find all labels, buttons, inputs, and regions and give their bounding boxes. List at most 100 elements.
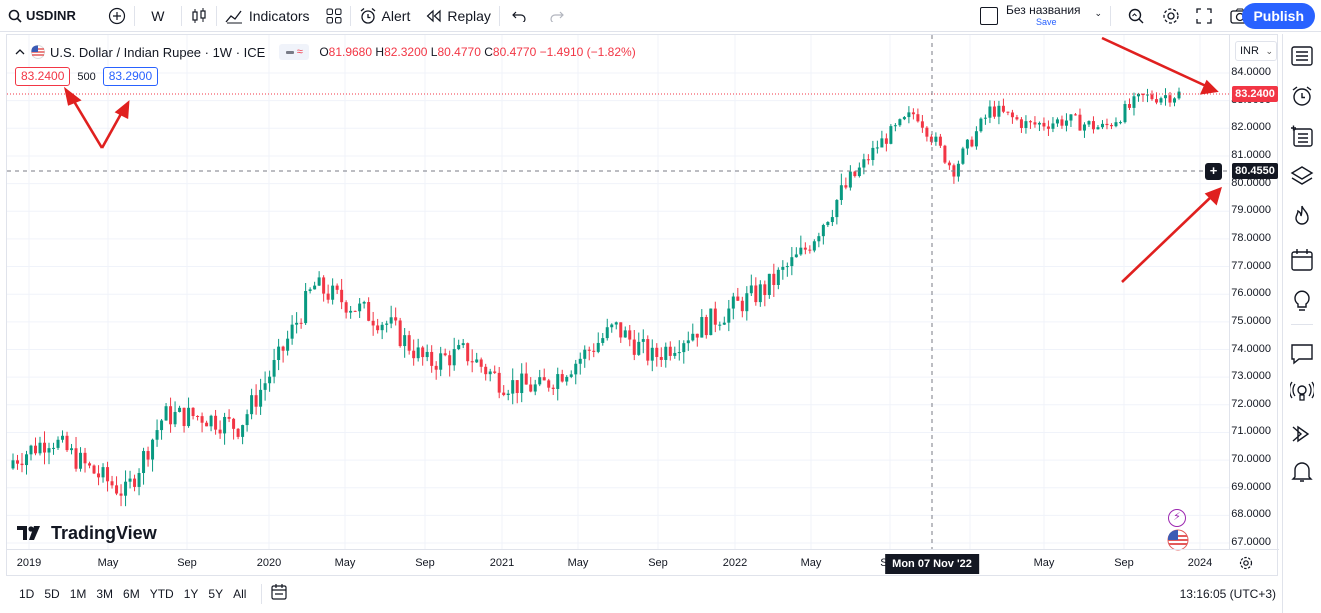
candle-body xyxy=(470,361,474,363)
candle-body xyxy=(506,393,510,396)
templates-button[interactable] xyxy=(318,0,350,32)
data-window-icon[interactable] xyxy=(1290,124,1314,148)
fullscreen-button[interactable] xyxy=(1188,0,1220,32)
timeframe-button-1y[interactable]: 1Y xyxy=(183,587,199,601)
price-tick-label: 81.0000 xyxy=(1231,148,1271,161)
candle-body xyxy=(1015,117,1019,120)
layers-icon[interactable] xyxy=(1290,164,1314,188)
replay-button[interactable]: Replay xyxy=(418,0,499,32)
alert-button[interactable]: Alert xyxy=(351,0,419,32)
candle-body xyxy=(749,285,753,294)
candle-body xyxy=(1042,122,1046,127)
candle-body xyxy=(353,310,357,312)
time-axis[interactable]: 2024 Sep May Sep May 2022 Sep May 2021 Sep May 2020… xyxy=(7,549,1279,577)
watchlist-icon[interactable] xyxy=(1290,44,1314,68)
candle-body xyxy=(286,338,290,351)
legend-visibility-toggle[interactable]: ≈ xyxy=(279,44,310,60)
undo-button[interactable] xyxy=(500,0,538,32)
divider xyxy=(261,584,263,604)
time-tick-label: Sep xyxy=(177,557,197,569)
alarm-clock-icon[interactable] xyxy=(1290,84,1314,108)
candle-body xyxy=(767,273,771,296)
events-lightning-icon[interactable]: ⚡︎ xyxy=(1168,509,1186,527)
flame-icon[interactable] xyxy=(1290,204,1314,228)
timeframe-button-6m[interactable]: 6M xyxy=(123,587,140,601)
candle-body xyxy=(916,114,920,122)
time-tick-label: May xyxy=(97,557,119,569)
replay-label: Replay xyxy=(447,7,491,24)
interval-button[interactable]: W xyxy=(151,7,165,24)
price-tick-label: 72.0000 xyxy=(1231,397,1271,410)
chart-pane[interactable]: U.S. Dollar / Indian Rupee · 1W · ICE ≈ … xyxy=(6,34,1279,577)
candle-body xyxy=(961,148,965,164)
timeframe-button-ytd[interactable]: YTD xyxy=(149,587,174,601)
candle-body xyxy=(529,384,533,392)
candle-body xyxy=(191,407,195,417)
settings-button[interactable] xyxy=(1154,0,1188,32)
candle-body xyxy=(106,467,110,482)
add-alert-plus-icon[interactable]: + xyxy=(1205,163,1222,181)
candle-body xyxy=(920,121,924,128)
layout-checkbox[interactable] xyxy=(972,0,1006,32)
timeframe-button-5d[interactable]: 5D xyxy=(44,587,60,601)
us-flag-icon[interactable] xyxy=(1167,529,1189,551)
candle-body xyxy=(700,317,704,338)
symbol-label: USDINR xyxy=(26,8,76,23)
redo-button[interactable] xyxy=(538,0,576,32)
notifications-bell-icon[interactable] xyxy=(1290,460,1314,484)
symbol-search[interactable]: USDINR xyxy=(0,0,84,32)
axis-settings-button[interactable] xyxy=(1239,556,1255,572)
candle-body xyxy=(1055,119,1059,124)
price-tick-label: 74.0000 xyxy=(1231,342,1271,355)
timeframe-button-all[interactable]: All xyxy=(233,587,247,601)
candle-body xyxy=(182,407,186,427)
clock-timezone[interactable]: 13:16:05 (UTC+3) xyxy=(1179,587,1276,601)
time-tick-label: Sep xyxy=(415,557,435,569)
price-tick-label: 71.0000 xyxy=(1231,425,1271,438)
candle-body xyxy=(826,222,830,226)
indicators-button[interactable]: Indicators xyxy=(217,0,318,32)
candle-body xyxy=(371,320,375,326)
candle-body xyxy=(187,407,191,427)
divider xyxy=(498,5,500,26)
compare-button[interactable] xyxy=(100,0,134,32)
buy-price-button[interactable]: 83.2900 xyxy=(102,67,159,86)
candle-body xyxy=(412,350,416,359)
currency-select[interactable]: INR ⌄ xyxy=(1235,41,1277,61)
layout-menu[interactable]: Без названия Save ⌄ xyxy=(1006,3,1102,29)
candle-body xyxy=(812,241,816,251)
layout-name: Без названия xyxy=(1006,3,1081,17)
chat-icon[interactable] xyxy=(1290,342,1314,366)
candle-body xyxy=(398,320,402,347)
timeframe-button-1d[interactable]: 1D xyxy=(19,587,35,601)
sell-price-button[interactable]: 83.2400 xyxy=(15,67,71,86)
candle-body xyxy=(407,335,411,351)
date-range-button[interactable] xyxy=(270,583,288,606)
play-stream-icon[interactable] xyxy=(1290,422,1314,446)
quick-search-button[interactable] xyxy=(1119,0,1153,32)
chevron-up-icon[interactable] xyxy=(15,48,25,56)
candle-body xyxy=(839,185,843,201)
candle-body xyxy=(110,481,114,486)
candle-body xyxy=(1105,123,1109,126)
candlestick-chart[interactable] xyxy=(7,35,1229,549)
broadcast-icon[interactable] xyxy=(1290,380,1314,404)
candle-body xyxy=(1150,94,1154,100)
candle-body xyxy=(232,418,236,429)
timeframe-button-5y[interactable]: 5Y xyxy=(208,587,224,601)
candle-body xyxy=(722,322,726,325)
chevron-down-icon: ⌄ xyxy=(1265,46,1273,56)
chart-type-button[interactable] xyxy=(182,0,216,32)
calendar-icon[interactable] xyxy=(1290,248,1314,272)
price-axis[interactable]: 67.0000 68.0000 69.0000 70.0000 71.0000 72.00… xyxy=(1229,35,1279,549)
publish-button[interactable]: Publish xyxy=(1242,3,1315,29)
chart-legend: U.S. Dollar / Indian Rupee · 1W · ICE ≈ … xyxy=(15,44,636,60)
timeframe-button-1m[interactable]: 1M xyxy=(69,587,87,601)
timeframe-button-3m[interactable]: 3M xyxy=(96,587,114,601)
tradingview-logo[interactable]: TradingView xyxy=(17,523,157,544)
indicators-label: Indicators xyxy=(248,7,310,24)
candle-body xyxy=(862,159,866,168)
candle-body xyxy=(164,406,168,421)
high-value: 82.3200 xyxy=(384,45,428,59)
lightbulb-icon[interactable] xyxy=(1290,288,1314,312)
